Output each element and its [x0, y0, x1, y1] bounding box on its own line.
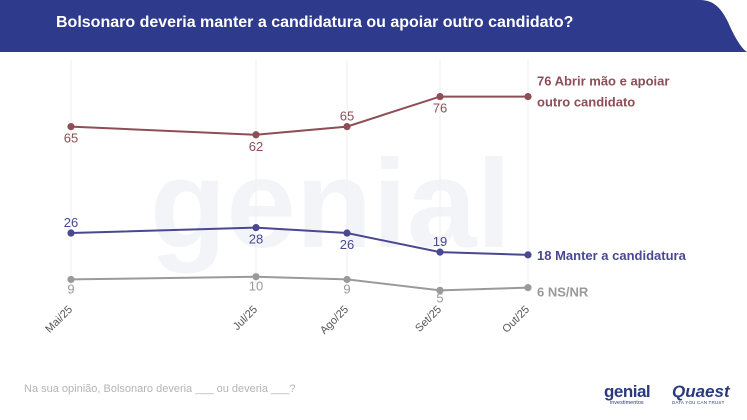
- x-tick-label: Mai/25: [43, 304, 75, 336]
- svg-text:genial: genial: [150, 135, 511, 274]
- data-point: [67, 275, 75, 284]
- quaest-logo: Quaest DATA YOU CAN TRUST: [672, 383, 730, 406]
- watermark: genial: [150, 135, 511, 274]
- data-point: [343, 275, 351, 284]
- genial-logo-word: genial: [604, 382, 651, 401]
- genial-logo-sub: investimentos: [610, 400, 644, 406]
- data-label: 19: [433, 234, 447, 249]
- data-point: [436, 92, 444, 101]
- data-label: 76: [433, 101, 447, 116]
- data-point: [436, 248, 444, 256]
- data-point: [252, 273, 260, 281]
- footnote: Na sua opinião, Bolsonaro deveria ___ ou…: [24, 383, 296, 395]
- data-point: [252, 223, 260, 232]
- data-point: [524, 92, 532, 101]
- data-point: [252, 131, 260, 139]
- series-end-label: 6 NS/NR: [537, 285, 589, 300]
- data-label: 5: [436, 290, 443, 305]
- header-bar: Bolsonaro deveria manter a candidatura o…: [0, 0, 747, 52]
- data-label: 62: [249, 139, 263, 154]
- data-label: 26: [64, 215, 78, 230]
- series-line: [70, 275, 529, 292]
- data-label: 9: [343, 281, 350, 296]
- x-tick-label: Out/25: [500, 304, 532, 336]
- data-label: 10: [249, 279, 263, 294]
- page-title: Bolsonaro deveria manter a candidatura o…: [56, 14, 574, 31]
- data-point: [67, 122, 75, 131]
- quaest-logo-sub: DATA YOU CAN TRUST: [672, 400, 725, 405]
- data-label: 9: [67, 281, 74, 296]
- quaest-logo-word: Quaest: [672, 382, 730, 401]
- data-point: [343, 229, 351, 237]
- series-end-label: 76 Abrir mão e apoiar: [537, 74, 669, 89]
- x-tick-label: Ago/25: [318, 304, 351, 337]
- series-end-label: 18 Manter a candidatura: [537, 248, 687, 263]
- header-background: [0, 0, 747, 52]
- x-tick-label: Set/25: [413, 304, 444, 335]
- data-label: 65: [64, 131, 78, 146]
- line-chart: genial 65 62 65 76 26 28 26 19 9 10 9 5 76 Abrir mã…: [43, 60, 687, 337]
- data-point: [343, 122, 351, 131]
- series-line: [70, 95, 528, 136]
- data-label: 26: [340, 237, 354, 252]
- series-end-label: outro candidato: [537, 95, 635, 110]
- x-tick-label: Jul/25: [231, 304, 260, 333]
- data-point: [524, 284, 532, 292]
- genial-logo: genial investimentos: [604, 382, 651, 406]
- data-point: [524, 251, 532, 259]
- data-label: 28: [249, 232, 263, 247]
- data-label: 65: [340, 109, 354, 124]
- data-point: [67, 229, 75, 237]
- data-point: [436, 286, 444, 294]
